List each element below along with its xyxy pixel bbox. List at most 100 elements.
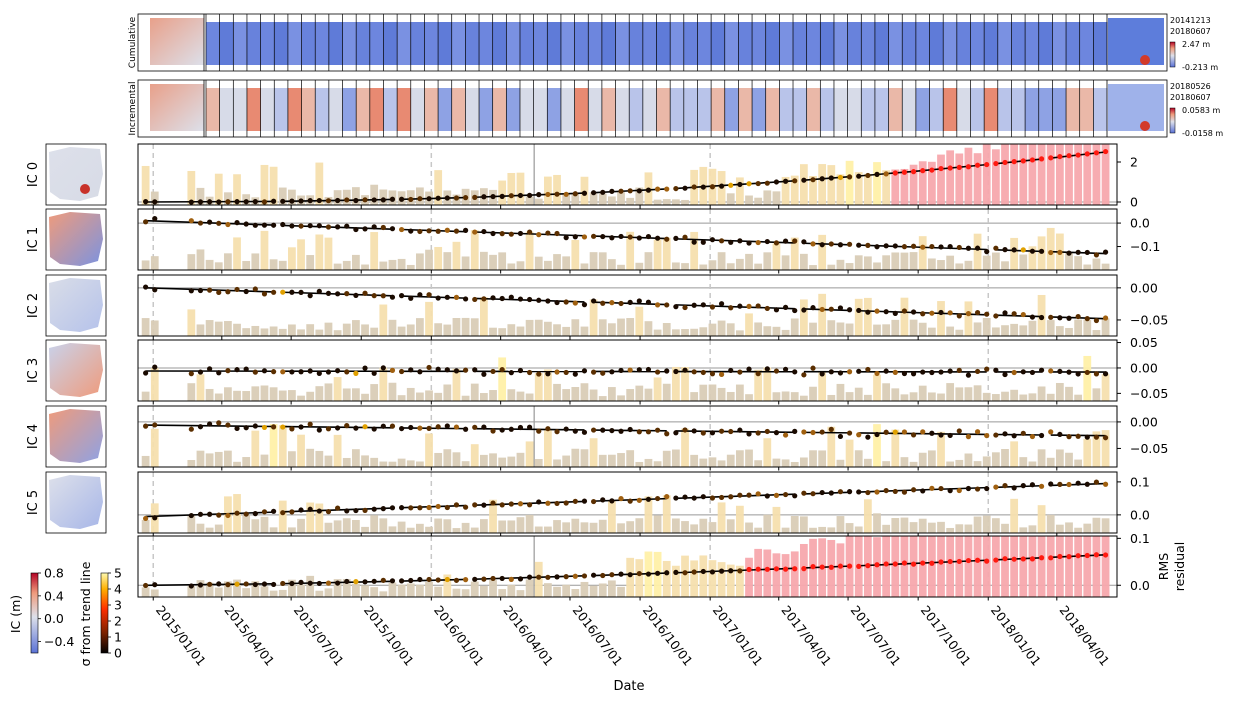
sigma-bar <box>973 153 982 205</box>
sigma-bar <box>735 258 744 270</box>
sigma-bar <box>315 590 324 597</box>
sigma-bar <box>580 326 589 336</box>
sigma-bar <box>1001 325 1009 336</box>
ifg-tile <box>956 22 972 65</box>
data-point <box>1020 430 1026 436</box>
data-point <box>298 507 304 513</box>
ifg-tile <box>765 88 780 131</box>
sigma-bar <box>1074 459 1083 467</box>
data-point <box>289 289 295 295</box>
data-point <box>380 577 386 583</box>
data-point <box>197 511 204 517</box>
data-point <box>307 293 313 299</box>
sigma-bar <box>598 519 607 533</box>
sigma-bar <box>781 391 790 401</box>
data-point <box>837 370 844 376</box>
sigma-bar <box>809 527 817 533</box>
data-point <box>316 197 322 204</box>
sigma-bar <box>1092 330 1101 336</box>
data-point <box>856 432 862 438</box>
data-point <box>252 581 258 588</box>
sigma-bar <box>315 234 324 270</box>
sigma-bar <box>315 386 324 401</box>
ifg-tile <box>847 88 862 131</box>
sigma-bar <box>333 377 342 401</box>
sigma-bar <box>406 583 415 597</box>
data-point <box>737 492 743 498</box>
sigma-bar <box>909 392 918 401</box>
sigma-bar <box>571 240 580 270</box>
sigma-bar <box>607 580 616 597</box>
data-point <box>234 581 240 587</box>
data-point <box>563 500 569 506</box>
deformation-spot <box>1140 55 1150 65</box>
sigma-bar <box>845 323 854 336</box>
sigma-bar <box>1010 237 1019 270</box>
sigma-bar <box>1001 449 1009 467</box>
sigma-bar <box>260 230 269 270</box>
sigma-bar <box>617 318 625 336</box>
ifg-tile <box>424 88 439 131</box>
ifg-tile <box>519 22 535 65</box>
data-point <box>243 511 249 517</box>
sigma-bar <box>1001 261 1009 270</box>
sigma-bar <box>726 391 735 401</box>
data-point <box>371 293 377 299</box>
sigma-bar <box>443 324 452 336</box>
data-point <box>463 195 469 201</box>
data-point <box>609 498 615 504</box>
data-point <box>691 495 697 501</box>
sigma-bar <box>1055 382 1064 401</box>
sigma-bar <box>480 519 488 533</box>
ifg-tile <box>206 22 221 65</box>
sigma-bar <box>379 261 388 270</box>
data-point <box>234 425 240 432</box>
data-point <box>197 424 204 430</box>
ifg-tile <box>315 22 330 65</box>
sigma-bar <box>571 518 580 533</box>
data-point <box>929 369 935 376</box>
sigma-bar <box>818 450 827 467</box>
sigma-bar <box>1074 527 1083 533</box>
sigma-bar <box>617 523 625 533</box>
data-point <box>929 485 935 491</box>
sigma-bar <box>763 367 772 401</box>
data-point <box>234 367 240 373</box>
sigma-bar <box>1083 523 1092 533</box>
sigma-bar <box>425 301 433 336</box>
data-point <box>938 244 944 250</box>
ifg-tile <box>574 88 589 131</box>
data-point <box>883 429 889 435</box>
data-point <box>682 234 688 240</box>
data-point <box>1084 481 1090 487</box>
data-point <box>1057 368 1063 375</box>
sigma-bar <box>937 260 945 270</box>
sigma-colorbar-gradient <box>100 572 109 654</box>
ifg-tile <box>615 22 630 65</box>
data-point <box>718 568 725 574</box>
sigma-bar <box>671 449 680 467</box>
sigma-bar <box>982 392 991 401</box>
data-point <box>307 421 313 427</box>
data-point <box>207 366 213 372</box>
data-point <box>152 216 158 222</box>
data-point <box>554 574 560 580</box>
x-tick-label: 2016/10/01 <box>640 603 696 669</box>
data-point <box>920 429 926 435</box>
data-point <box>463 367 469 373</box>
y-tick-label: 0 <box>1130 195 1138 210</box>
ifg-tile <box>397 22 412 65</box>
data-point <box>874 244 880 250</box>
data-point <box>362 507 368 513</box>
sigma-bar <box>397 521 406 533</box>
sigma-bar <box>891 388 900 401</box>
sigma-bar <box>288 527 296 533</box>
ifg-tile <box>451 88 466 131</box>
data-point <box>828 369 834 375</box>
data-point <box>645 299 652 305</box>
data-point <box>618 233 624 240</box>
sigma-bar <box>964 453 973 467</box>
sigma-bar <box>699 327 708 336</box>
ifg-tile <box>724 88 740 131</box>
colorbar-tick-label: 0.0 <box>44 611 64 626</box>
